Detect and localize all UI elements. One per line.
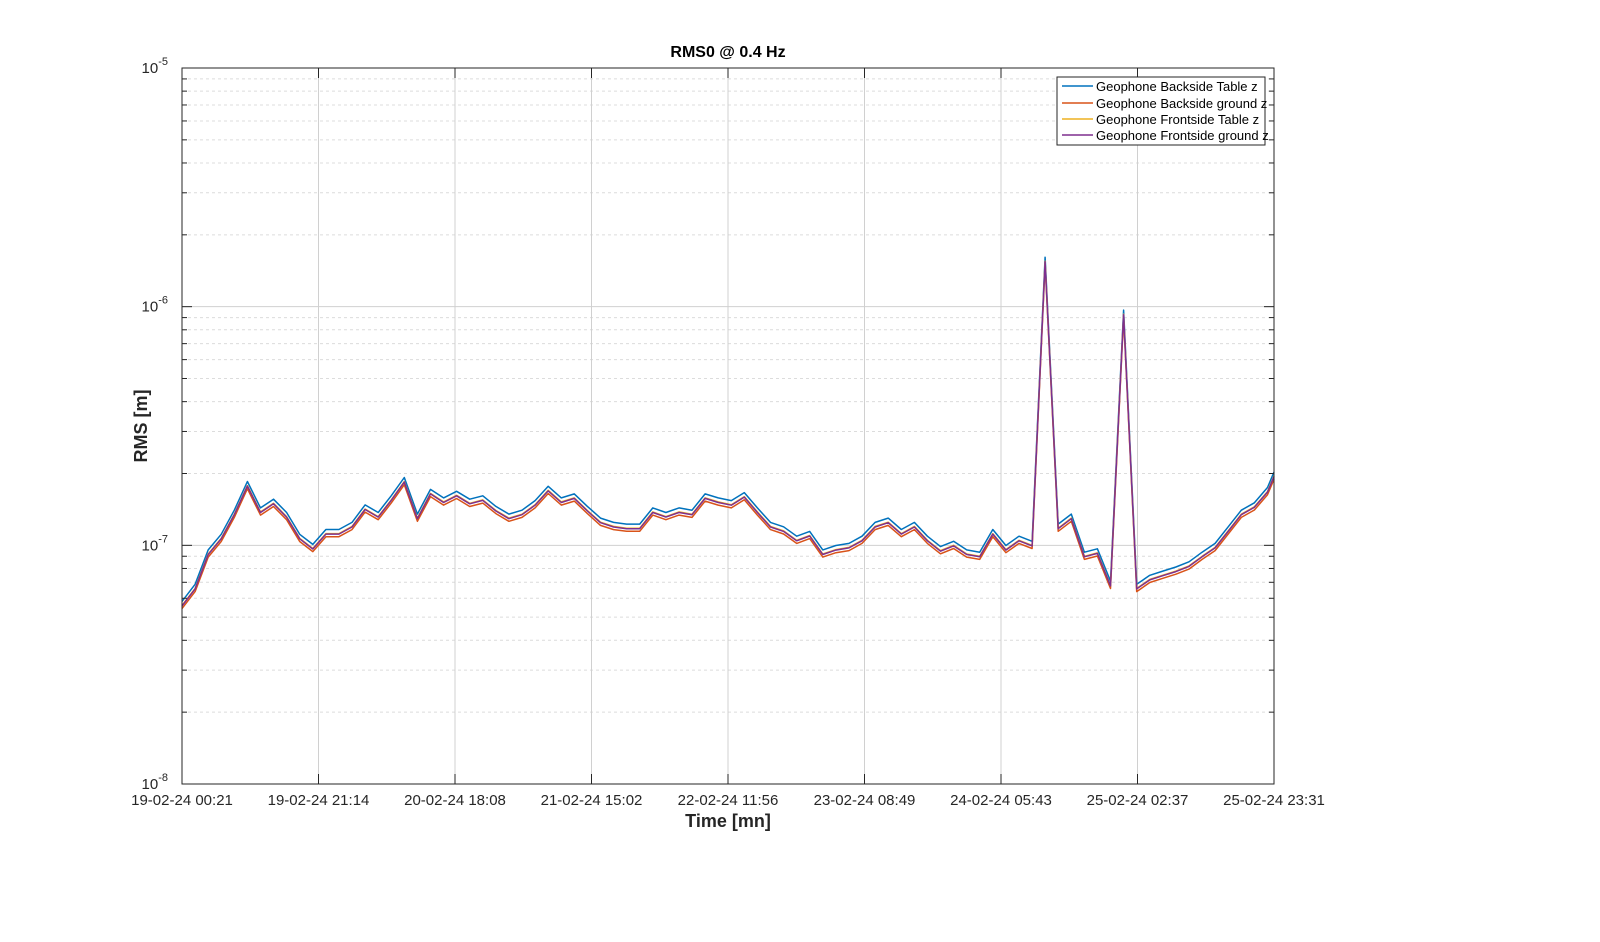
x-tick-label-4: 22-02-24 11:56 bbox=[678, 792, 779, 809]
y-tick-label-2: 10-6 bbox=[142, 295, 168, 316]
legend-entry-1: Geophone Backside ground z bbox=[1096, 96, 1267, 111]
y-tick-label-0: 10-8 bbox=[142, 772, 168, 793]
series-line-0 bbox=[181, 256, 1275, 602]
x-tick-label-7: 25-02-24 02:37 bbox=[1087, 792, 1189, 809]
x-tick-label-1: 19-02-24 21:14 bbox=[268, 792, 370, 809]
legend-entry-2: Geophone Frontside Table z bbox=[1096, 112, 1259, 127]
x-tick-label-2: 20-02-24 18:08 bbox=[404, 792, 506, 809]
legend: Geophone Backside Table z Geophone Backs… bbox=[1056, 76, 1269, 146]
y-axis-label: RMS [m] bbox=[131, 390, 151, 463]
legend-box bbox=[1056, 76, 1266, 146]
y-tick-label-3: 10-5 bbox=[142, 56, 168, 77]
series-line-3 bbox=[181, 261, 1275, 607]
series-lines bbox=[181, 256, 1275, 610]
x-tick-labels: 19-02-24 00:21 19-02-24 21:14 20-02-24 18:… bbox=[131, 792, 1325, 809]
legend-entry-0: Geophone Backside Table z bbox=[1096, 79, 1258, 94]
x-tick-label-3: 21-02-24 15:02 bbox=[541, 792, 643, 809]
legend-entry-3: Geophone Frontside ground z bbox=[1096, 128, 1269, 143]
x-axis-label: Time [mn] bbox=[685, 811, 771, 831]
x-tick-label-0: 19-02-24 00:21 bbox=[131, 792, 233, 809]
chart-title: RMS0 @ 0.4 Hz bbox=[670, 44, 785, 61]
y-tick-label-1: 10-7 bbox=[142, 533, 168, 554]
x-tick-label-8: 25-02-24 23:31 bbox=[1223, 792, 1325, 809]
axis-ticks bbox=[181, 67, 1275, 785]
series-line-1 bbox=[181, 263, 1275, 610]
x-tick-label-5: 23-02-24 08:49 bbox=[814, 792, 916, 809]
x-tick-label-6: 24-02-24 05:43 bbox=[950, 792, 1052, 809]
